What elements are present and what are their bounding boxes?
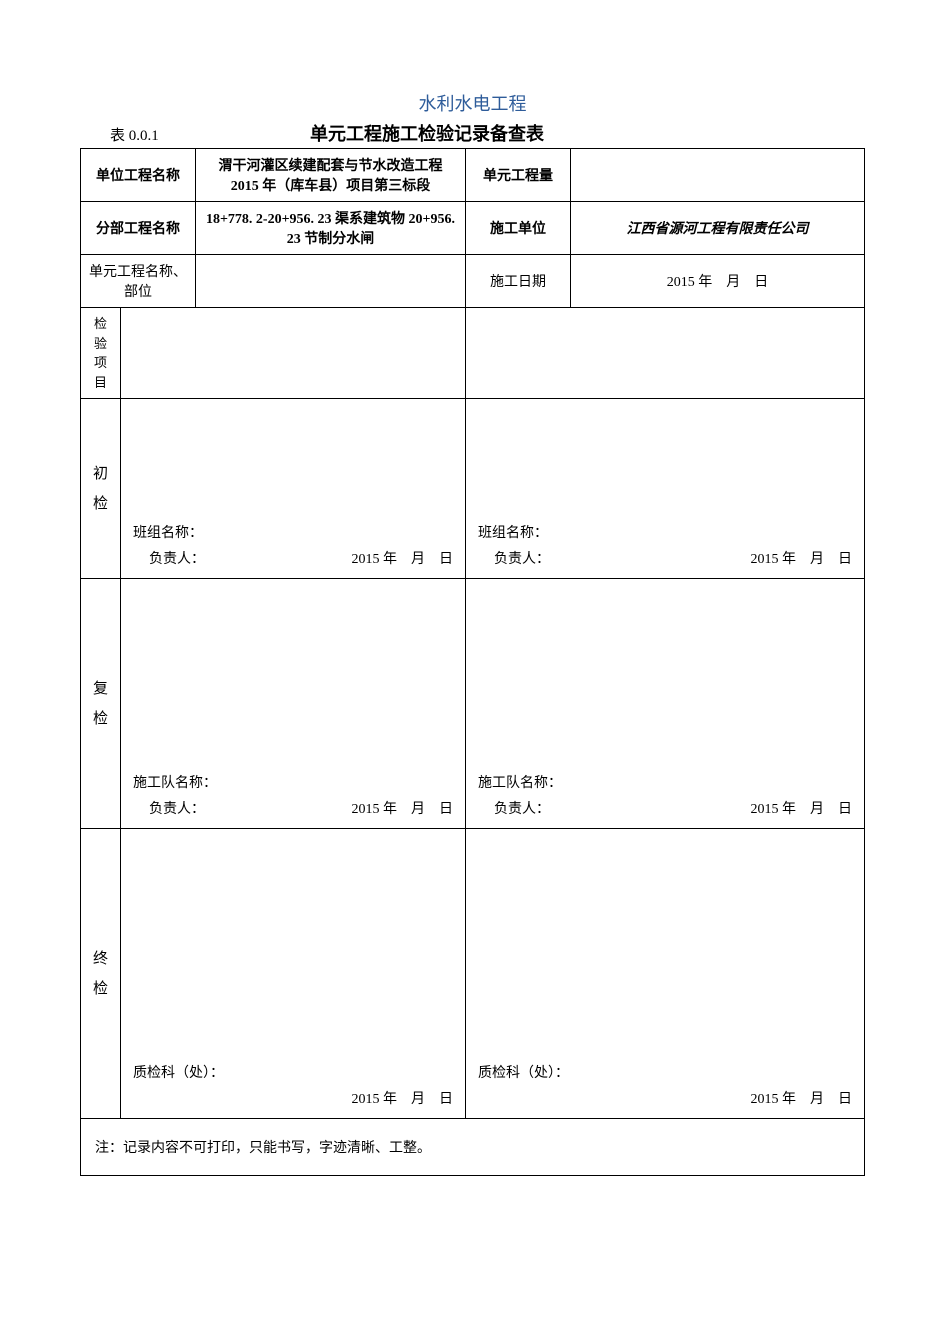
row-unit-project: 单位工程名称 渭干河灌区续建配套与节水改造工程 2015 年（库车县）项目第三标… xyxy=(81,149,865,202)
final-check-label: 终检 xyxy=(81,829,121,1119)
sub-project-value: 18+778. 2-20+956. 23 渠系建筑物 20+956. 23 节制… xyxy=(196,202,466,255)
unit-project-value: 渭干河灌区续建配套与节水改造工程 2015 年（库车县）项目第三标段 xyxy=(196,149,466,202)
final-check-right: 质检科（处）： 2015 年 月 日 xyxy=(466,829,865,1119)
unit-qty-value xyxy=(571,149,865,202)
row-unit-name: 单元工程名称、部位 施工日期 2015 年 月 日 xyxy=(81,255,865,308)
re-left-person-label: 负责人： xyxy=(133,798,205,818)
unit-name-value xyxy=(196,255,466,308)
final-right-date: 2015 年 月 日 xyxy=(751,1088,853,1108)
subtitle-row: 表 0.0.1 单元工程施工检验记录备查表 xyxy=(80,120,865,146)
unit-project-label: 单位工程名称 xyxy=(81,149,196,202)
note-text: 注：记录内容不可打印，只能书写，字迹清晰、工整。 xyxy=(81,1119,865,1176)
row-re-check: 复检 施工队名称： 负责人： 2015 年 月 日 施工队名称： 负责人： 20… xyxy=(81,579,865,829)
final-left-name-label: 质检科（处）： xyxy=(133,1062,453,1082)
row-initial-check: 初检 班组名称： 负责人： 2015 年 月 日 班组名称： 负责人： 2015… xyxy=(81,399,865,579)
re-check-right: 施工队名称： 负责人： 2015 年 月 日 xyxy=(466,579,865,829)
table-number: 表 0.0.1 xyxy=(80,124,310,145)
construction-date-value: 2015 年 月 日 xyxy=(571,255,865,308)
initial-check-label: 初检 xyxy=(81,399,121,579)
re-check-left: 施工队名称： 负责人： 2015 年 月 日 xyxy=(121,579,466,829)
initial-left-name-label: 班组名称： xyxy=(133,522,453,542)
inspection-item-left xyxy=(121,308,466,399)
unit-qty-label: 单元工程量 xyxy=(466,149,571,202)
unit-name-label: 单元工程名称、部位 xyxy=(81,255,196,308)
sub-project-label: 分部工程名称 xyxy=(81,202,196,255)
construction-unit-value: 江西省源河工程有限责任公司 xyxy=(571,202,865,255)
main-title: 水利水电工程 xyxy=(80,90,865,116)
row-inspection-item: 检验项目 xyxy=(81,308,865,399)
inspection-item-right xyxy=(466,308,865,399)
final-check-left: 质检科（处）： 2015 年 月 日 xyxy=(121,829,466,1119)
final-right-name-label: 质检科（处）： xyxy=(478,1062,852,1082)
re-right-person-label: 负责人： xyxy=(478,798,550,818)
row-note: 注：记录内容不可打印，只能书写，字迹清晰、工整。 xyxy=(81,1119,865,1176)
row-final-check: 终检 质检科（处）： 2015 年 月 日 质检科（处）： 2015 年 月 日 xyxy=(81,829,865,1119)
initial-left-person-label: 负责人： xyxy=(133,548,205,568)
construction-date-label: 施工日期 xyxy=(466,255,571,308)
subtitle: 单元工程施工检验记录备查表 xyxy=(310,120,544,146)
re-check-label: 复检 xyxy=(81,579,121,829)
initial-right-person-label: 负责人： xyxy=(478,548,550,568)
inspection-item-label: 检验项目 xyxy=(81,308,121,399)
re-right-name-label: 施工队名称： xyxy=(478,772,852,792)
re-left-name-label: 施工队名称： xyxy=(133,772,453,792)
initial-check-right: 班组名称： 负责人： 2015 年 月 日 xyxy=(466,399,865,579)
final-left-date: 2015 年 月 日 xyxy=(352,1088,454,1108)
re-left-date: 2015 年 月 日 xyxy=(352,798,454,818)
inspection-table: 单位工程名称 渭干河灌区续建配套与节水改造工程 2015 年（库车县）项目第三标… xyxy=(80,148,865,1176)
initial-right-date: 2015 年 月 日 xyxy=(751,548,853,568)
initial-right-name-label: 班组名称： xyxy=(478,522,852,542)
initial-left-date: 2015 年 月 日 xyxy=(352,548,454,568)
construction-unit-label: 施工单位 xyxy=(466,202,571,255)
re-right-date: 2015 年 月 日 xyxy=(751,798,853,818)
row-sub-project: 分部工程名称 18+778. 2-20+956. 23 渠系建筑物 20+956… xyxy=(81,202,865,255)
initial-check-left: 班组名称： 负责人： 2015 年 月 日 xyxy=(121,399,466,579)
